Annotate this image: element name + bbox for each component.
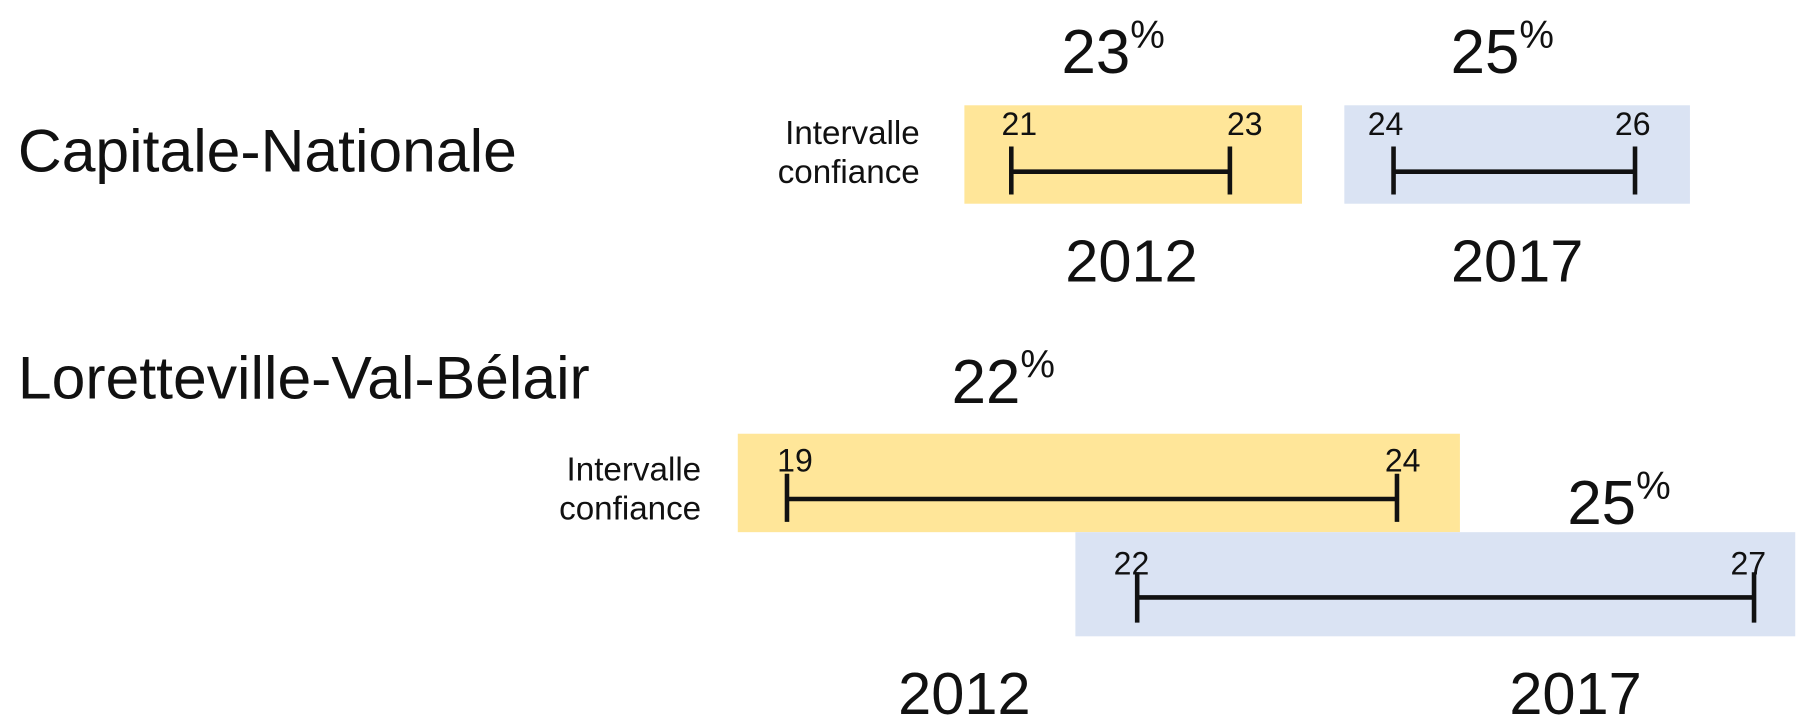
year: 2017	[1509, 660, 1641, 721]
interval-label: confiance	[559, 491, 701, 528]
unit: %	[1020, 344, 1055, 387]
low-bound: 22	[1114, 546, 1150, 582]
high-bound: 23	[1227, 106, 1263, 142]
estimate: 22%	[952, 344, 1055, 417]
high-bound: 24	[1385, 443, 1421, 479]
estimate-value: 23	[1061, 18, 1130, 87]
estimate-value: 22	[952, 348, 1021, 417]
region-name: Capitale-Nationale	[18, 117, 517, 185]
interval-box	[737, 433, 1460, 533]
high-bound: 27	[1731, 546, 1767, 582]
low-bound: 24	[1368, 106, 1404, 142]
interval-label: confiance	[778, 154, 920, 191]
interval-label: Intervalle	[567, 452, 702, 489]
interval-box	[1075, 532, 1796, 637]
region-name: Loretteville-Val-Bélair	[18, 343, 590, 411]
estimate: 23%	[1061, 14, 1164, 87]
high-bound: 26	[1615, 106, 1651, 142]
estimate-value: 25	[1567, 469, 1636, 538]
estimate-value: 25	[1451, 18, 1520, 87]
year: 2012	[898, 660, 1030, 721]
unit: %	[1130, 14, 1165, 57]
estimate: 25%	[1451, 14, 1554, 87]
low-bound: 21	[1001, 106, 1037, 142]
year: 2012	[1065, 228, 1197, 295]
unit: %	[1519, 14, 1554, 57]
interval-label: Intervalle	[785, 115, 920, 152]
unit: %	[1636, 465, 1671, 508]
interval-box	[964, 105, 1302, 204]
interval-box	[1344, 105, 1690, 204]
year: 2017	[1451, 228, 1583, 295]
low-bound: 19	[777, 443, 813, 479]
estimate: 25%	[1567, 465, 1670, 538]
